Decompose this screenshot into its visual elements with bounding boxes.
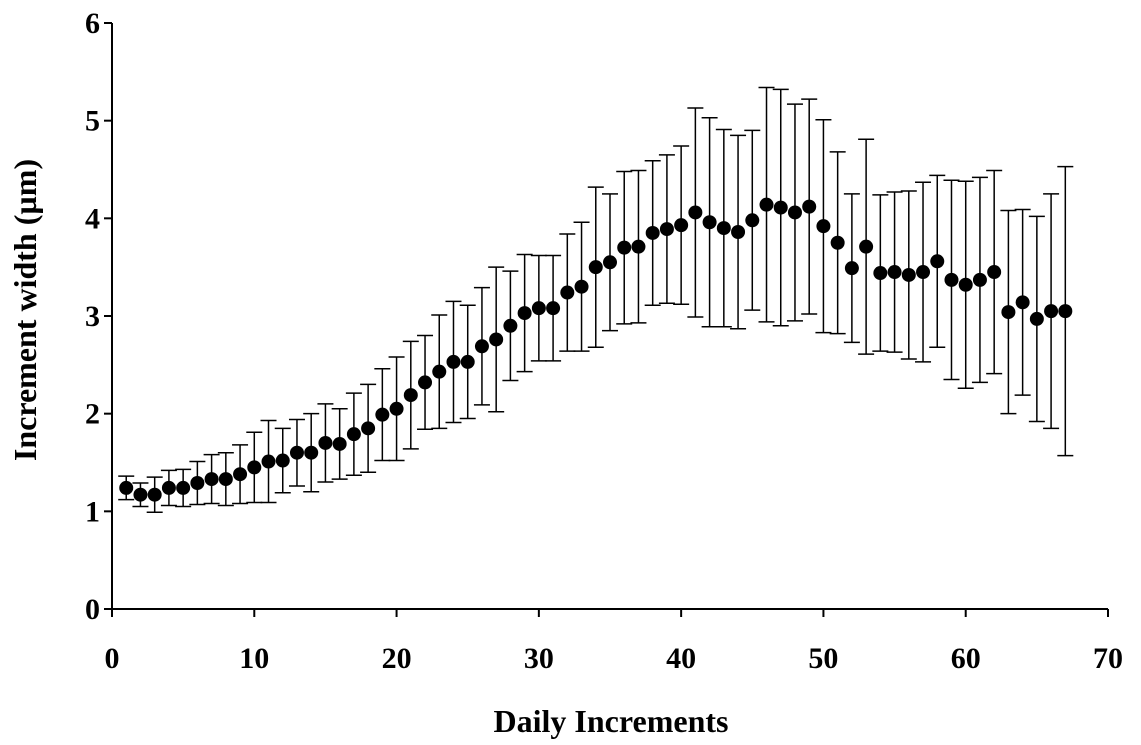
data-point: [688, 205, 703, 220]
data-point: [1001, 305, 1016, 320]
data-point: [389, 401, 404, 416]
y-axis-label: Increment width (µm): [7, 159, 43, 461]
data-point: [432, 364, 447, 379]
data-point: [418, 375, 433, 390]
data-point: [674, 218, 689, 233]
x-axis-label: Daily Increments: [494, 703, 729, 739]
data-point: [289, 445, 304, 460]
data-point: [702, 215, 717, 230]
data-point: [574, 279, 589, 294]
data-point: [731, 225, 746, 240]
data-point: [830, 235, 845, 250]
data-point: [759, 197, 774, 212]
data-markers: [119, 197, 1073, 502]
data-point: [930, 254, 945, 269]
data-point: [873, 266, 888, 281]
data-point: [560, 285, 575, 300]
data-point: [147, 487, 162, 502]
tick-labels: 0 10 20 30 40 50 60 70 0 1 2 3 4 5 6: [85, 7, 1123, 675]
data-point: [887, 265, 902, 280]
data-point: [517, 306, 532, 321]
x-tick-label: 40: [666, 642, 696, 675]
y-tick-label: 1: [85, 495, 100, 528]
x-tick-label: 60: [951, 642, 981, 675]
data-point: [304, 445, 319, 460]
data-point: [1044, 304, 1059, 319]
data-point: [119, 480, 134, 495]
data-point: [218, 472, 233, 487]
data-point: [816, 219, 831, 234]
x-tick-label: 0: [105, 642, 120, 675]
data-point: [916, 265, 931, 280]
data-point: [716, 221, 731, 236]
data-point: [503, 318, 518, 333]
data-point: [460, 354, 475, 369]
data-point: [659, 222, 674, 237]
data-point: [204, 472, 219, 487]
data-point: [176, 480, 191, 495]
x-tick-label: 10: [239, 642, 269, 675]
y-tick-label: 3: [85, 300, 100, 333]
data-point: [361, 421, 376, 436]
data-point: [773, 200, 788, 215]
data-point: [247, 460, 262, 475]
data-point: [161, 480, 176, 495]
data-point: [546, 301, 561, 316]
data-point: [403, 388, 418, 403]
data-point: [375, 407, 390, 422]
y-tick-label: 2: [85, 398, 100, 431]
data-point: [1015, 295, 1030, 310]
data-point: [332, 436, 347, 451]
data-point: [617, 240, 632, 255]
y-tick-label: 6: [85, 7, 100, 40]
y-tick-label: 5: [85, 105, 100, 138]
data-point: [859, 239, 874, 254]
data-point: [233, 467, 248, 482]
x-tick-label: 20: [382, 642, 412, 675]
data-point: [346, 427, 361, 442]
data-point: [190, 476, 205, 491]
x-tick-label: 30: [524, 642, 554, 675]
data-point: [958, 277, 973, 292]
data-point: [489, 332, 504, 347]
data-point: [987, 265, 1002, 280]
data-point: [1058, 304, 1073, 319]
data-point: [446, 354, 461, 369]
data-point: [901, 267, 916, 282]
error-bars: [118, 86, 1074, 514]
data-point: [972, 272, 987, 287]
data-point: [631, 239, 646, 254]
x-tick-label: 50: [808, 642, 838, 675]
data-point: [603, 255, 617, 270]
data-point: [261, 454, 276, 469]
data-point: [1029, 311, 1044, 326]
axes: [104, 22, 1109, 617]
data-point: [944, 272, 959, 287]
data-point: [275, 453, 290, 468]
x-tick-label: 70: [1093, 642, 1123, 675]
data-point: [531, 301, 546, 316]
data-point: [787, 205, 802, 220]
data-point: [802, 199, 817, 214]
data-point: [645, 225, 660, 240]
y-tick-label: 4: [85, 202, 100, 235]
data-point: [474, 339, 489, 354]
data-point: [588, 260, 603, 275]
data-point: [133, 487, 148, 502]
data-point: [318, 435, 333, 450]
data-point: [745, 213, 760, 228]
y-tick-label: 0: [85, 593, 100, 626]
data-point: [844, 261, 859, 276]
